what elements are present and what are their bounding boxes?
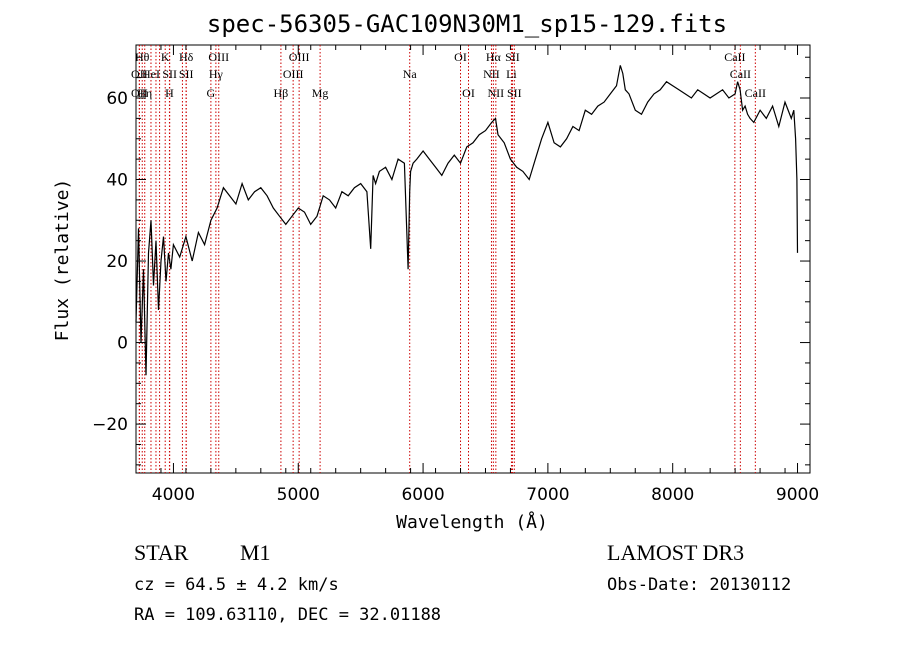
y-tick-label-3: 40 xyxy=(106,171,128,191)
line-marker-label-9: SII xyxy=(162,67,177,81)
axis-tick-labels: 4000 5000 6000 7000 8000 9000 −20 0 20 40 60 xyxy=(92,89,819,505)
redshift-cz: cz = 64.5 ± 4.2 km/s xyxy=(134,575,339,595)
line-marker-label-8: H xyxy=(165,86,174,100)
spectrum-line xyxy=(135,65,799,376)
line-marker-label-14: Hγ xyxy=(209,67,224,81)
line-marker-label-1: OII xyxy=(131,67,148,81)
line-marker-label-0: Hθ xyxy=(135,50,150,64)
line-marker-label-27: SII xyxy=(505,50,520,64)
plot-frame xyxy=(135,44,811,474)
line-marker-label-24: Hα xyxy=(486,50,502,64)
line-marker-label-25: NII xyxy=(488,86,505,100)
line-marker-label-20: Na xyxy=(403,67,418,81)
y-tick-label-0: −20 xyxy=(92,415,128,435)
object-type: STAR xyxy=(134,540,189,565)
line-marker-label-7: K xyxy=(161,50,170,64)
x-tick-label-4: 8000 xyxy=(651,485,694,505)
line-marker-label-13: G xyxy=(207,86,216,100)
obs-date: Obs-Date: 20130112 xyxy=(607,575,791,595)
y-axis-label: Flux (relative) xyxy=(52,179,73,342)
line-marker-label-23: NII xyxy=(483,67,500,81)
line-marker-label-2: OII xyxy=(131,86,148,100)
line-marker-label-15: OIII xyxy=(208,50,229,64)
line-marker-label-28: SII xyxy=(507,86,522,100)
line-marker-label-4: HeI xyxy=(142,67,160,81)
line-marker-label-26: Li xyxy=(506,67,517,81)
line-marker-label-16: Hβ xyxy=(274,86,289,100)
line-marker-label-21: OI xyxy=(454,50,467,64)
line-marker-label-31: CaII xyxy=(745,86,766,100)
x-tick-label-3: 7000 xyxy=(526,485,569,505)
line-marker-label-11: Hδ xyxy=(179,50,194,64)
x-tick-label-5: 9000 xyxy=(776,485,819,505)
emission-line-markers xyxy=(138,45,756,473)
survey-name: LAMOST DR3 xyxy=(607,540,744,565)
x-tick-label-0: 4000 xyxy=(152,485,195,505)
line-marker-label-19: Mg xyxy=(312,86,329,100)
y-tick-label-4: 60 xyxy=(106,89,128,109)
line-marker-label-3: Hη xyxy=(137,86,152,100)
object-subclass: M1 xyxy=(240,540,271,565)
chart-title: spec-56305-GAC109N30M1_sp15-129.fits xyxy=(207,10,727,38)
line-marker-label-22: OI xyxy=(462,86,475,100)
x-tick-label-1: 5000 xyxy=(277,485,320,505)
line-marker-label-12: SII xyxy=(179,67,194,81)
emission-line-labels: HθOIIOIIHηHeIKHSIIHδSIIGHγOIIIHβOIIIOIII… xyxy=(131,50,766,100)
line-marker-label-29: CaII xyxy=(724,50,745,64)
coordinates: RA = 109.63110, DEC = 32.01188 xyxy=(134,605,441,625)
line-marker-label-18: OIII xyxy=(289,50,310,64)
axis-ticks xyxy=(135,45,811,473)
x-axis-label: Wavelength (Å) xyxy=(396,511,548,533)
y-tick-label-1: 0 xyxy=(117,334,128,354)
line-marker-label-17: OIII xyxy=(283,67,304,81)
x-tick-label-2: 6000 xyxy=(401,485,444,505)
y-tick-label-2: 20 xyxy=(106,252,128,272)
line-marker-label-30: CaII xyxy=(730,67,751,81)
